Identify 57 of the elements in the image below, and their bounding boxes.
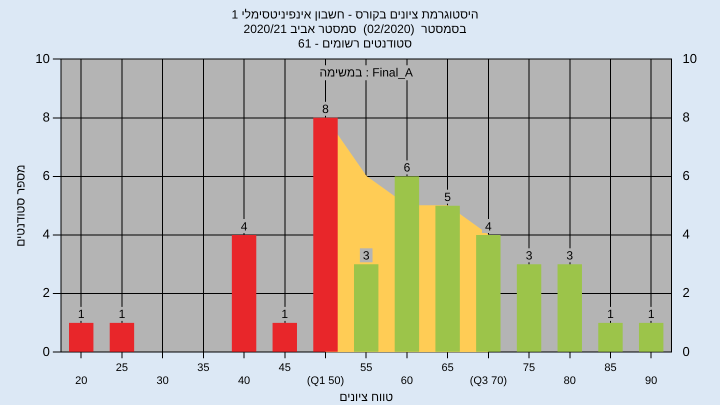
x-tick-label: 55 bbox=[360, 362, 372, 374]
data-label: 1 bbox=[607, 307, 614, 322]
x-tick-label: 45 bbox=[278, 362, 291, 374]
x-tick-label: (Q1 50) bbox=[306, 375, 344, 388]
data-label: 1 bbox=[78, 307, 85, 322]
y-tick-label: 8 bbox=[42, 109, 50, 124]
y2-tick-label: 0 bbox=[682, 344, 690, 359]
y2-tick-label: 4 bbox=[682, 226, 690, 242]
bar bbox=[232, 235, 256, 352]
data-label: 8 bbox=[322, 102, 330, 116]
bar bbox=[394, 176, 420, 352]
data-label: 1 bbox=[118, 307, 126, 322]
bar bbox=[598, 322, 623, 352]
x-tick-label: 75 bbox=[522, 362, 536, 374]
bar bbox=[110, 322, 134, 352]
x-tick-label: 20 bbox=[75, 375, 88, 388]
x-tick-label: 25 bbox=[116, 362, 128, 374]
y2-tick-label: 6 bbox=[682, 168, 690, 183]
chart-title: היסטוגרמת ציונים בקורס - חשבון אינפיניטסימלי 1 בסמסטר (02/2020) סמסטר אביב 2020/21 סטודנטים רשומים - 61 bbox=[232, 8, 478, 50]
bar bbox=[435, 206, 460, 352]
bar bbox=[354, 264, 378, 352]
bar bbox=[313, 118, 338, 352]
bar bbox=[516, 264, 542, 352]
data-label: 3 bbox=[566, 248, 574, 263]
x-tick-label: 40 bbox=[238, 375, 250, 388]
y-tick-label: 6 bbox=[42, 168, 50, 183]
annotation: במשימה : Final_A bbox=[319, 66, 413, 80]
x-tick-label: 65 bbox=[442, 362, 454, 374]
data-label: 3 bbox=[526, 248, 533, 263]
data-label: 4 bbox=[240, 219, 248, 234]
x-tick-label: 35 bbox=[197, 362, 210, 374]
data-label: 5 bbox=[444, 190, 452, 204]
y-tick-label: 0 bbox=[42, 344, 50, 359]
y-tick-label: 4 bbox=[42, 226, 50, 242]
x-tick-label: 80 bbox=[564, 375, 576, 388]
data-label: 1 bbox=[281, 307, 288, 322]
x-tick-label: 85 bbox=[604, 362, 617, 374]
y2-tick-label: 2 bbox=[682, 285, 690, 300]
y2-tick-label: 10 bbox=[682, 50, 698, 66]
data-label: 4 bbox=[484, 219, 492, 234]
x-tick-label: 30 bbox=[156, 375, 169, 388]
x-tick-label: 60 bbox=[400, 375, 414, 388]
bar bbox=[272, 322, 297, 352]
x-tick-label: (Q3 70) bbox=[470, 375, 507, 388]
y-axis-title: מספר סטודנטים bbox=[14, 164, 28, 247]
y-tick-label: 10 bbox=[35, 50, 50, 66]
x-axis-title: טווח ציונים bbox=[339, 390, 394, 404]
data-label: 3 bbox=[362, 248, 370, 263]
data-label: 6 bbox=[404, 160, 411, 175]
bar bbox=[638, 322, 664, 352]
data-label: 1 bbox=[648, 307, 655, 322]
y-tick-label: 2 bbox=[42, 285, 50, 300]
bar bbox=[476, 235, 501, 352]
bar bbox=[558, 264, 582, 352]
x-tick-label: 90 bbox=[645, 375, 658, 388]
bar bbox=[69, 322, 94, 352]
y2-tick-label: 8 bbox=[682, 109, 690, 124]
